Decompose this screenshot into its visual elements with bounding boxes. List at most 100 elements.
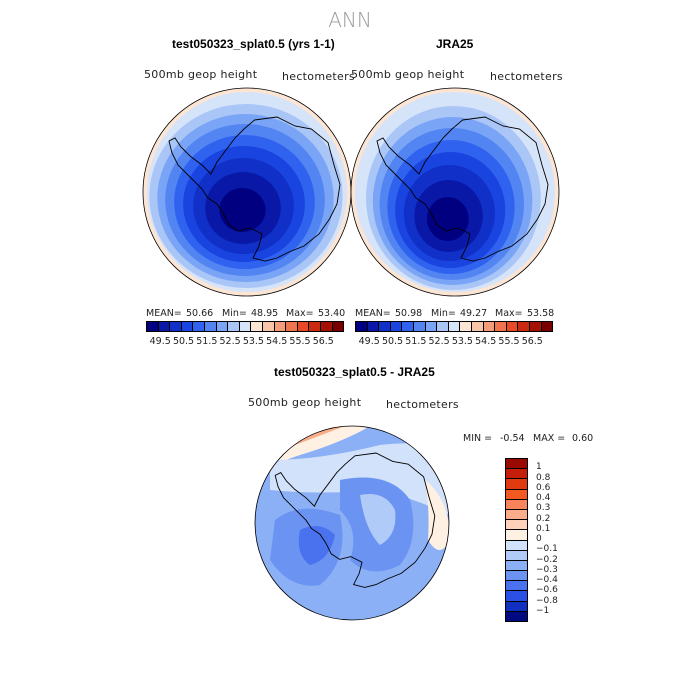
colorbar-tick-label: 55.5 — [498, 336, 520, 347]
panel-obs-units-label: hectometers — [490, 70, 563, 83]
colorbar-swatch — [286, 322, 298, 331]
panel-obs-mean-label: MEAN= — [355, 308, 391, 319]
colorbar-tick-label: 1 — [536, 462, 542, 473]
colorbar-swatch — [228, 322, 240, 331]
field-colorbar-obs — [355, 321, 553, 332]
panel-model-min-value: 48.95 — [251, 308, 279, 319]
colorbar-swatch — [471, 322, 484, 331]
colorbar-tick-label: 49.5 — [149, 336, 171, 347]
colorbar-swatch — [506, 591, 527, 602]
diff-colorbar — [505, 458, 528, 622]
colorbar-swatch — [262, 322, 275, 331]
colorbar-swatch — [460, 322, 472, 331]
panel-diff-max-value: 0.60 — [572, 433, 594, 444]
colorbar-tick-label: −0.1 — [536, 544, 558, 555]
colorbar-swatch — [379, 322, 391, 331]
colorbar-tick-label: −1 — [536, 605, 550, 616]
colorbar-swatch — [297, 322, 310, 331]
panel-obs-min-label: Min= — [431, 308, 456, 319]
colorbar-swatch — [506, 479, 527, 490]
colorbar-tick-label: 0 — [536, 534, 542, 544]
colorbar-tick-label: 52.5 — [219, 336, 241, 347]
colorbar-swatch — [506, 499, 527, 510]
panel-obs-max-label: Max= — [495, 308, 523, 319]
panel-obs-min-value: 49.27 — [460, 308, 488, 319]
colorbar-swatch — [448, 322, 461, 331]
field-contour-band — [219, 188, 266, 232]
colorbar-swatch — [437, 322, 449, 331]
colorbar-swatch — [506, 489, 527, 500]
field-contour-band — [426, 197, 469, 241]
panel-diff-units-label: hectometers — [386, 398, 459, 411]
colorbar-tick-label: 50.5 — [172, 336, 195, 347]
colorbar-tick-label: −0.2 — [536, 554, 558, 565]
panel-obs-mean-value: 50.98 — [395, 308, 423, 319]
colorbar-swatch — [413, 322, 426, 331]
map-diff-border — [254, 425, 450, 621]
colorbar-swatch — [402, 322, 414, 331]
colorbar-swatch — [483, 322, 496, 331]
colorbar-tick-label: 0.6 — [536, 482, 551, 493]
panel-obs-title: JRA25 — [436, 37, 474, 51]
coastlines — [168, 116, 549, 588]
diff-west-negative-core — [298, 526, 335, 565]
colorbar-tick-label: −0.6 — [536, 585, 558, 596]
colorbar-swatch — [541, 322, 553, 331]
panel-diff-min-value: -0.54 — [500, 433, 525, 444]
colorbar-swatch — [529, 322, 542, 331]
colorbar-tick-label: 56.5 — [521, 336, 543, 347]
colorbar-tick-label: 54.5 — [266, 336, 288, 347]
colorbar-swatch — [251, 322, 263, 331]
colorbar-swatch — [158, 322, 171, 331]
colorbar-swatch — [309, 322, 321, 331]
colorbar-swatch — [506, 611, 527, 621]
colorbar-swatch — [320, 322, 333, 331]
colorbar-swatch — [147, 322, 159, 331]
antarctica-coastline — [376, 116, 549, 262]
colorbar-tick-label: 0.4 — [536, 493, 551, 503]
colorbar-tick-label: 0.8 — [536, 472, 551, 483]
colorbar-swatch — [170, 322, 182, 331]
colorbar-swatch — [506, 540, 527, 551]
field-colorbar-model — [146, 321, 344, 332]
colorbar-swatch — [181, 322, 194, 331]
panel-obs-max-value: 53.58 — [527, 308, 555, 319]
colorbar-swatch — [506, 560, 527, 572]
panel-model-max-label: Max= — [286, 308, 314, 319]
panel-model-mean-label: MEAN= — [146, 308, 182, 319]
panel-diff-max-label: MAX = — [533, 433, 566, 444]
colorbar-swatch — [518, 322, 530, 331]
figure-title: ANN — [328, 8, 372, 32]
colorbar-swatch — [506, 469, 527, 480]
field-contour-band — [351, 114, 370, 136]
colorbar-tick-label: −0.3 — [536, 564, 558, 575]
panel-model-max-value: 53.40 — [318, 308, 346, 319]
colorbar-swatch — [390, 322, 403, 331]
colorbar-swatch — [495, 322, 507, 331]
colorbar-swatch — [506, 601, 527, 612]
colorbar-tick-label: 53.5 — [242, 336, 264, 347]
map-obs — [351, 88, 559, 296]
diff-east-positive-band — [425, 480, 449, 550]
colorbar-swatch — [216, 322, 229, 331]
colorbar-swatch — [506, 322, 519, 331]
colorbar-tick-label: −0.8 — [536, 595, 558, 606]
antarctica-coastline — [168, 116, 341, 262]
colorbar-tick-label: 51.5 — [196, 336, 218, 347]
colorbar-swatch — [367, 322, 380, 331]
colorbar-tick-label: 49.5 — [358, 336, 380, 347]
colorbar-swatch — [204, 322, 217, 331]
map-model — [143, 88, 351, 296]
colorbar-tick-label: 51.5 — [405, 336, 427, 347]
colorbar-tick-label: 0.1 — [536, 523, 551, 534]
panel-model-mean-value: 50.66 — [186, 308, 214, 319]
colorbar-swatch — [356, 322, 368, 331]
colorbar-swatch — [506, 459, 527, 470]
colorbar-tick-label: 0.3 — [536, 503, 551, 514]
colorbar-tick-label: −0.4 — [536, 575, 558, 585]
panel-diff-title: test050323_splat0.5 - JRA25 — [274, 365, 435, 379]
panel-model-title: test050323_splat0.5 (yrs 1-1) — [172, 37, 335, 51]
colorbar-swatch — [506, 509, 527, 521]
colorbar-swatch — [506, 571, 527, 582]
